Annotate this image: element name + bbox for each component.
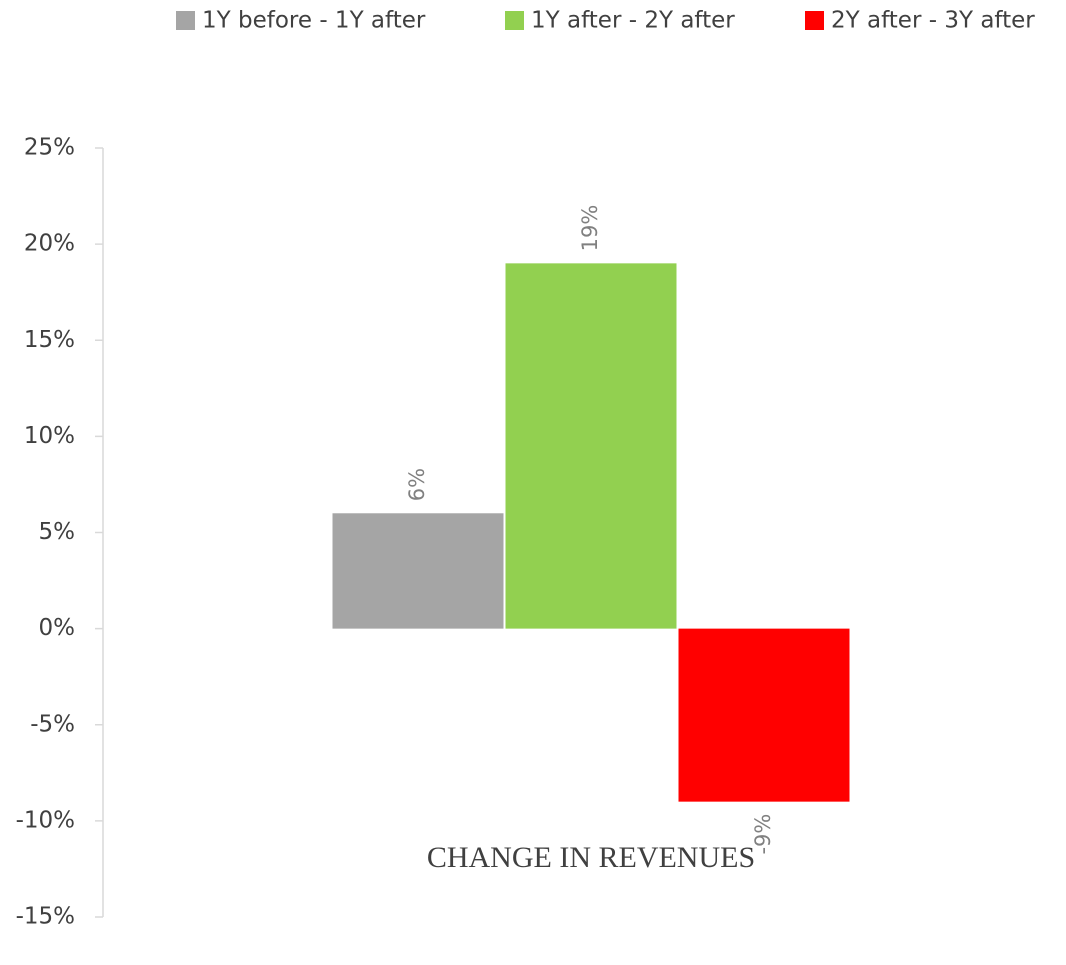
legend-label: 1Y before - 1Y after [202, 8, 426, 34]
y-tick-label: 15% [24, 327, 75, 353]
y-tick-label: 20% [24, 231, 75, 257]
y-tick-label: -5% [30, 711, 75, 737]
legend-swatch [805, 11, 824, 30]
bar [505, 263, 677, 629]
legend-swatch [505, 11, 524, 30]
y-tick-label: 25% [24, 135, 75, 161]
legend-label: 1Y after - 2Y after [531, 8, 735, 34]
y-tick-label: -15% [16, 904, 75, 930]
y-tick-label: 0% [39, 615, 76, 641]
data-label: 6% [405, 468, 429, 501]
y-tick-label: 5% [39, 519, 76, 545]
bar [332, 513, 504, 629]
data-label: 19% [578, 205, 602, 252]
legend-label: 2Y after - 3Y after [831, 8, 1035, 34]
legend-swatch [176, 11, 195, 30]
bar [678, 628, 850, 802]
y-tick-label: 10% [24, 423, 75, 449]
data-label: -9% [751, 814, 775, 855]
y-tick-label: -10% [16, 807, 75, 833]
x-tick-label: CHANGE IN REVENUES [427, 841, 755, 874]
